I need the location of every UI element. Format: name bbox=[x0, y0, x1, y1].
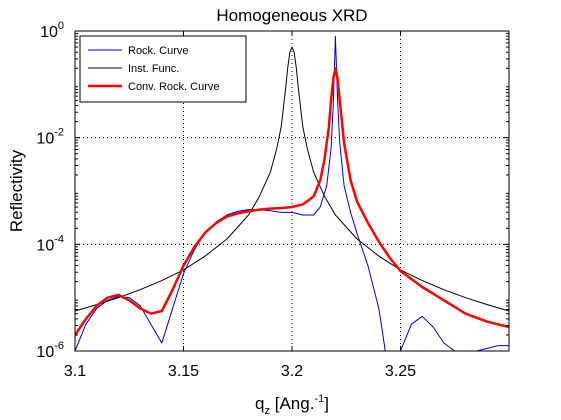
y-tick-label: 10-2 bbox=[36, 127, 64, 148]
series-line-0 bbox=[75, 35, 509, 351]
y-tick-label-exp: -4 bbox=[54, 233, 64, 245]
x-axis-label-sub: z bbox=[265, 405, 271, 417]
x-axis-label-post: ] bbox=[324, 394, 329, 413]
y-tick-label: 100 bbox=[40, 20, 64, 41]
y-tick-label-base: 10 bbox=[36, 237, 54, 254]
series-line-2 bbox=[75, 67, 509, 337]
y-tick-label: 10-6 bbox=[36, 340, 64, 361]
x-tick-label: 3.2 bbox=[281, 363, 303, 380]
legend: Rock. Curve Inst. Func. Conv. Rock. Curve bbox=[79, 35, 247, 103]
x-axis-label-sup: -1 bbox=[314, 393, 324, 405]
y-tick-label-exp: -6 bbox=[54, 340, 64, 352]
y-tick-label-base: 10 bbox=[36, 344, 54, 361]
y-tick-label-exp: -2 bbox=[54, 127, 64, 139]
x-tick-label: 3.25 bbox=[385, 363, 416, 380]
legend-label: Conv. Rock. Curve bbox=[128, 81, 220, 93]
chart-title: Homogeneous XRD bbox=[216, 6, 367, 25]
x-axis-label: qz [Ang.-1] bbox=[255, 393, 329, 417]
x-tick-label: 3.1 bbox=[64, 363, 86, 380]
series-line-1 bbox=[75, 46, 509, 312]
x-axis-label-pre: [Ang. bbox=[270, 394, 314, 413]
y-tick-label-exp: 0 bbox=[58, 20, 64, 32]
legend-label: Rock. Curve bbox=[128, 45, 189, 57]
series-group bbox=[75, 35, 509, 351]
x-tick-label: 3.15 bbox=[168, 363, 199, 380]
y-axis-label: Reflectivity bbox=[7, 149, 26, 232]
x-axis-label-base: q bbox=[255, 394, 264, 413]
y-tick-label-base: 10 bbox=[40, 24, 58, 41]
legend-label: Inst. Func. bbox=[128, 63, 179, 75]
y-tick-label-base: 10 bbox=[36, 131, 54, 148]
y-tick-label: 10-4 bbox=[36, 233, 64, 254]
legend-box bbox=[79, 35, 247, 103]
